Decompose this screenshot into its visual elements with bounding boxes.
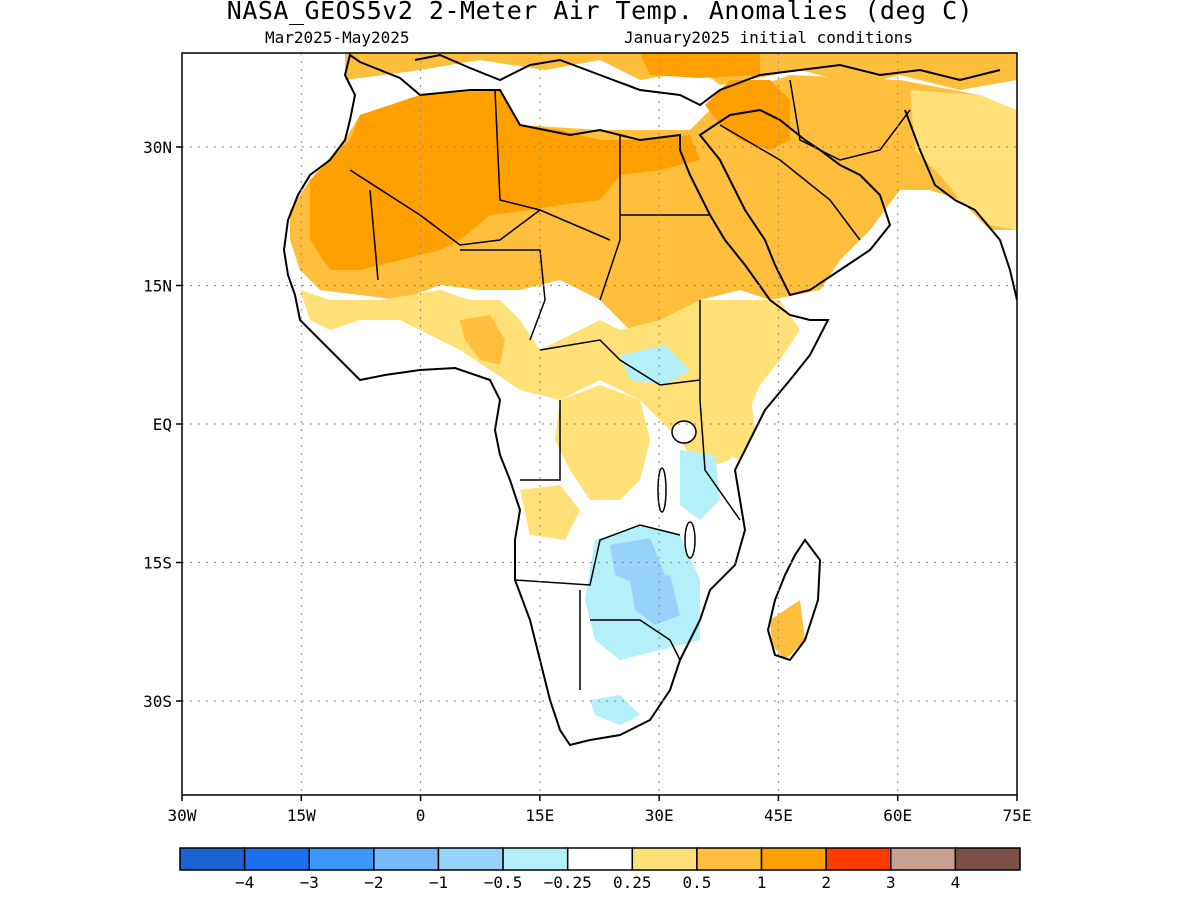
lake-malawi — [684, 521, 696, 559]
india-coastline — [904, 109, 1017, 301]
colorbar: −4 −3 −2 −1 −0.5 −0.25 0.25 0.5 1 2 3 4 — [179, 847, 1021, 892]
colorbar-label: 3 — [886, 873, 896, 892]
colorbar-label: −2 — [364, 873, 383, 892]
arabia-coastline — [698, 108, 892, 297]
colorbar-label: −1 — [429, 873, 448, 892]
lat-axis: 30N 15N EQ 15S 30S — [143, 138, 182, 711]
anomaly-region-kenya — [710, 390, 755, 460]
lat-tick-label: 30N — [143, 138, 172, 157]
colorbar-swatch — [373, 847, 440, 871]
lat-tick-label: 15N — [143, 277, 172, 296]
colorbar-label: 1 — [757, 873, 767, 892]
colorbar-swatch — [437, 847, 504, 871]
colorbar-swatch — [890, 847, 957, 871]
map-title: NASA_GEOS5v2 2-Meter Air Temp. Anomalies… — [226, 0, 974, 25]
lon-tick-label: 75E — [1003, 806, 1032, 825]
anomaly-region-sa-blue — [590, 695, 640, 725]
borders — [349, 79, 911, 690]
anomaly-region-cafrica-blue — [620, 345, 690, 385]
anomaly-region-ethiopia — [700, 300, 790, 370]
madagascar-coastline — [766, 538, 822, 662]
anomaly-region-tanzania-blue — [680, 450, 720, 520]
colorbar-swatch — [760, 847, 827, 871]
anomaly-region-botswana-blue — [630, 575, 680, 625]
lon-tick-label: 15E — [525, 806, 554, 825]
lat-tick-label: 30S — [143, 692, 172, 711]
border-sahara-3 — [599, 135, 621, 301]
lon-tick-label: 30W — [168, 806, 197, 825]
grid-lines — [182, 53, 1017, 795]
border-central — [539, 339, 701, 386]
colorbar-swatch — [825, 847, 892, 871]
colorbar-label: −4 — [235, 873, 254, 892]
border-iran — [789, 79, 911, 161]
colorbar-label: 0.25 — [613, 873, 652, 892]
colorbar-swatch — [502, 847, 569, 871]
anomaly-region-madagascar — [770, 600, 805, 660]
colorbar-label: 0.5 — [682, 873, 711, 892]
colorbar-label: 2 — [821, 873, 831, 892]
lake-victoria — [671, 420, 697, 444]
anomaly-region-iraq-core — [705, 80, 790, 150]
lake-tanganyika — [657, 467, 667, 513]
colorbar-swatch — [179, 847, 246, 871]
colorbar-swatch — [308, 847, 375, 871]
border-south-1 — [514, 524, 681, 586]
border-sahara-2 — [494, 89, 541, 211]
border-east — [699, 300, 741, 521]
europe-coastline — [414, 53, 1001, 107]
anomaly-region-congo — [555, 385, 650, 500]
anomaly-region-angola — [520, 485, 580, 540]
border-sahara-4 — [369, 189, 379, 281]
border-sahara-1 — [349, 169, 611, 246]
border-sahel-1 — [460, 249, 546, 341]
anomaly-region-india — [910, 90, 1017, 230]
africa-coastline — [282, 53, 830, 747]
colorbar-label: 4 — [951, 873, 961, 892]
lon-axis: 30W 15W 0 15E 30E 45E 60E 75E — [168, 795, 1032, 825]
border-congo — [520, 400, 561, 481]
lat-tick-label: EQ — [153, 415, 172, 434]
colorbar-swatch — [243, 847, 310, 871]
anomaly-fill-layer — [290, 53, 1017, 725]
border-arabia — [719, 124, 861, 241]
colorbar-label: −0.5 — [484, 873, 523, 892]
colorbar-swatch — [954, 847, 1021, 871]
colorbar-label: −3 — [300, 873, 319, 892]
colorbar-swatch — [566, 847, 634, 871]
lon-tick-label: 45E — [764, 806, 793, 825]
anomaly-region-ca-west — [640, 53, 760, 78]
anomaly-region-zimbabwe-blue — [610, 538, 665, 585]
map-area — [182, 53, 1017, 795]
forecast-period: Mar2025-May2025 — [265, 28, 410, 47]
lon-tick-label: 0 — [416, 806, 426, 825]
initial-conditions: January2025 initial conditions — [624, 28, 913, 47]
coastlines — [282, 53, 1017, 747]
lon-tick-label: 30E — [645, 806, 674, 825]
border-south-3 — [590, 619, 681, 661]
anomaly-region-nigeria — [460, 315, 505, 365]
colorbar-swatch — [696, 847, 763, 871]
lat-tick-label: 15S — [143, 554, 172, 573]
colorbar-swatch — [631, 847, 698, 871]
lakes — [657, 420, 697, 559]
anomaly-region-sahara-core — [310, 90, 700, 270]
lon-tick-label: 15W — [287, 806, 316, 825]
lon-tick-label: 60E — [883, 806, 912, 825]
colorbar-label: −0.25 — [544, 873, 592, 892]
